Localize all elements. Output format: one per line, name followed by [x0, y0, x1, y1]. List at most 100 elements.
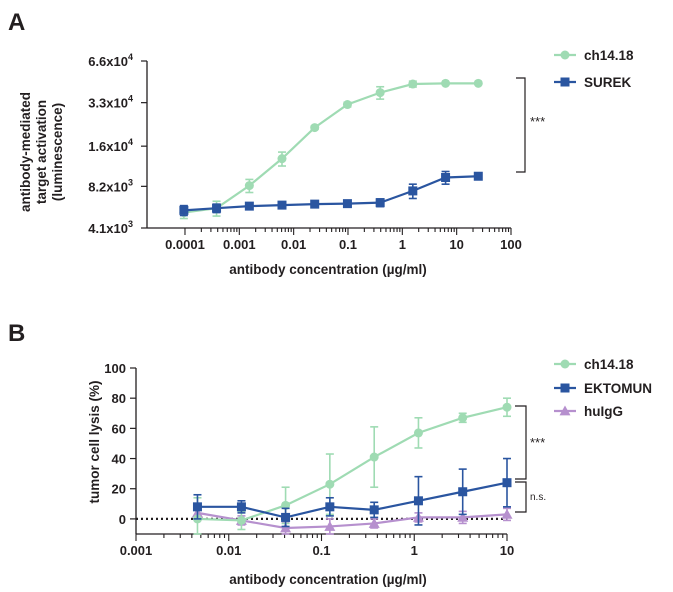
panel-a-y-axis-title-line1: antibody-mediated	[18, 92, 33, 212]
data-point	[368, 517, 380, 528]
data-point	[408, 186, 418, 196]
panel-a-y-tick-exponent: 4	[128, 137, 133, 147]
data-point	[325, 479, 335, 489]
panel-a-letter: A	[8, 9, 25, 36]
panel-a-significance-bracket: ***	[516, 77, 545, 173]
panel-b-y-tick-label: 20	[112, 482, 126, 497]
panel-b-y-tick-label: 60	[112, 421, 126, 436]
data-point	[502, 478, 512, 488]
panel-b-series-ch14-18	[192, 397, 512, 535]
data-point	[310, 123, 320, 133]
series-line	[183, 175, 479, 212]
panel-a-y-tick-exponent: 4	[128, 94, 133, 104]
panel-b-letter: B	[8, 320, 25, 347]
data-point	[473, 171, 483, 181]
panel-b-series-ektomun	[192, 457, 512, 528]
data-point	[457, 511, 469, 522]
bracket-line	[516, 77, 526, 173]
legend-item: EKTOMUN	[554, 381, 652, 396]
series-line	[197, 511, 508, 530]
data-point	[458, 487, 468, 497]
panel-a-y-tick-label: 3.3x104	[88, 94, 133, 111]
series-line	[197, 481, 508, 519]
panel-a-x-tick-label: 100	[500, 237, 522, 252]
panel-a-y-tick-exponent: 3	[128, 177, 133, 187]
panel-b-x-tick-label: 1	[411, 543, 418, 558]
panel-a-plot: 0.0001 0.001 0.01 0.1 1 10 100 4.1x103 8.2x103 1.…	[88, 48, 634, 252]
panel-a-x-tick-label: 0.001	[223, 237, 256, 252]
panel-b-x-axis-title: antibody concentration (µg/ml)	[229, 572, 427, 587]
data-point	[342, 100, 352, 110]
panel-a-y-tick-label: 4.1x103	[88, 219, 133, 236]
data-point	[441, 172, 451, 182]
data-point	[244, 201, 254, 211]
data-point	[473, 78, 483, 88]
legend-label: huIgG	[584, 404, 623, 419]
data-point	[502, 402, 512, 412]
legend-marker	[560, 50, 570, 60]
data-point	[280, 522, 292, 533]
panel-b-significance-brackets: *** n.s.	[515, 405, 546, 513]
legend-item: huIgG	[554, 404, 623, 419]
legend-label: ch14.18	[584, 357, 634, 372]
panel-b-legend: ch14.18 EKTOMUN huIgG	[554, 357, 652, 419]
data-point	[501, 508, 513, 519]
data-point	[212, 203, 222, 213]
panel-b-y-tick-label: 100	[104, 361, 126, 376]
legend-label: ch14.18	[584, 48, 634, 63]
data-point	[369, 452, 379, 462]
panel-a-y-tick-label: 1.6x104	[88, 137, 133, 154]
panel-a-x-tick-label: 1	[399, 237, 406, 252]
data-point	[192, 502, 202, 512]
data-point	[244, 181, 254, 191]
data-point	[458, 413, 468, 423]
data-point	[281, 512, 291, 522]
data-point	[277, 154, 287, 164]
panel-b-x-tick-label: 10	[500, 543, 514, 558]
panel-a-y-tick-label: 6.6x104	[88, 52, 133, 69]
data-point	[324, 520, 336, 531]
bracket-lower	[515, 481, 527, 513]
data-point	[375, 88, 385, 98]
panel-b-x-tick-label: 0.1	[312, 543, 330, 558]
data-point	[369, 505, 379, 515]
data-point	[310, 199, 320, 209]
panel-a-y-axis-title-line2: target activation	[34, 100, 49, 204]
data-point	[325, 502, 335, 512]
data-point	[236, 502, 246, 512]
legend-marker	[559, 405, 571, 416]
data-point	[375, 198, 385, 208]
panel-b-y-tick-label: 0	[119, 512, 126, 527]
panel-a: A 0.0001 0.001 0.01 0.1 1 10 100 4.1x103 8.2x103…	[8, 9, 634, 277]
bracket-upper	[515, 405, 527, 480]
panel-a-x-tick-label: 0.01	[281, 237, 306, 252]
data-point	[179, 205, 189, 215]
panel-a-y-tick-exponent: 3	[128, 219, 133, 229]
panel-a-x-tick-label: 10	[449, 237, 463, 252]
panel-a-y-axis-title-line3: (luminescence)	[50, 103, 65, 201]
panel-b-y-tick-label: 80	[112, 391, 126, 406]
data-point	[413, 428, 423, 438]
panel-a-x-tick-label: 0.0001	[165, 237, 205, 252]
panel-b-x-tick-label: 0.01	[216, 543, 241, 558]
panel-a-series-surek	[179, 170, 483, 217]
panel-b-y-tick-label: 40	[112, 452, 126, 467]
legend-item: ch14.18	[554, 48, 634, 63]
series-line	[183, 82, 479, 214]
data-point	[236, 515, 246, 525]
significance-label: ***	[530, 114, 545, 129]
legend-item: ch14.18	[554, 357, 634, 372]
data-point	[441, 78, 451, 88]
data-point	[408, 79, 418, 89]
panel-b-y-axis-title: tumor cell lysis (%)	[87, 380, 102, 503]
significance-upper-label: ***	[530, 435, 545, 450]
significance-lower-label: n.s.	[530, 492, 546, 503]
legend-marker	[560, 383, 570, 393]
legend-label: SUREK	[584, 75, 632, 90]
series-line	[197, 406, 508, 522]
panel-b-x-tick-label: 0.001	[120, 543, 153, 558]
legend-label: EKTOMUN	[584, 381, 652, 396]
